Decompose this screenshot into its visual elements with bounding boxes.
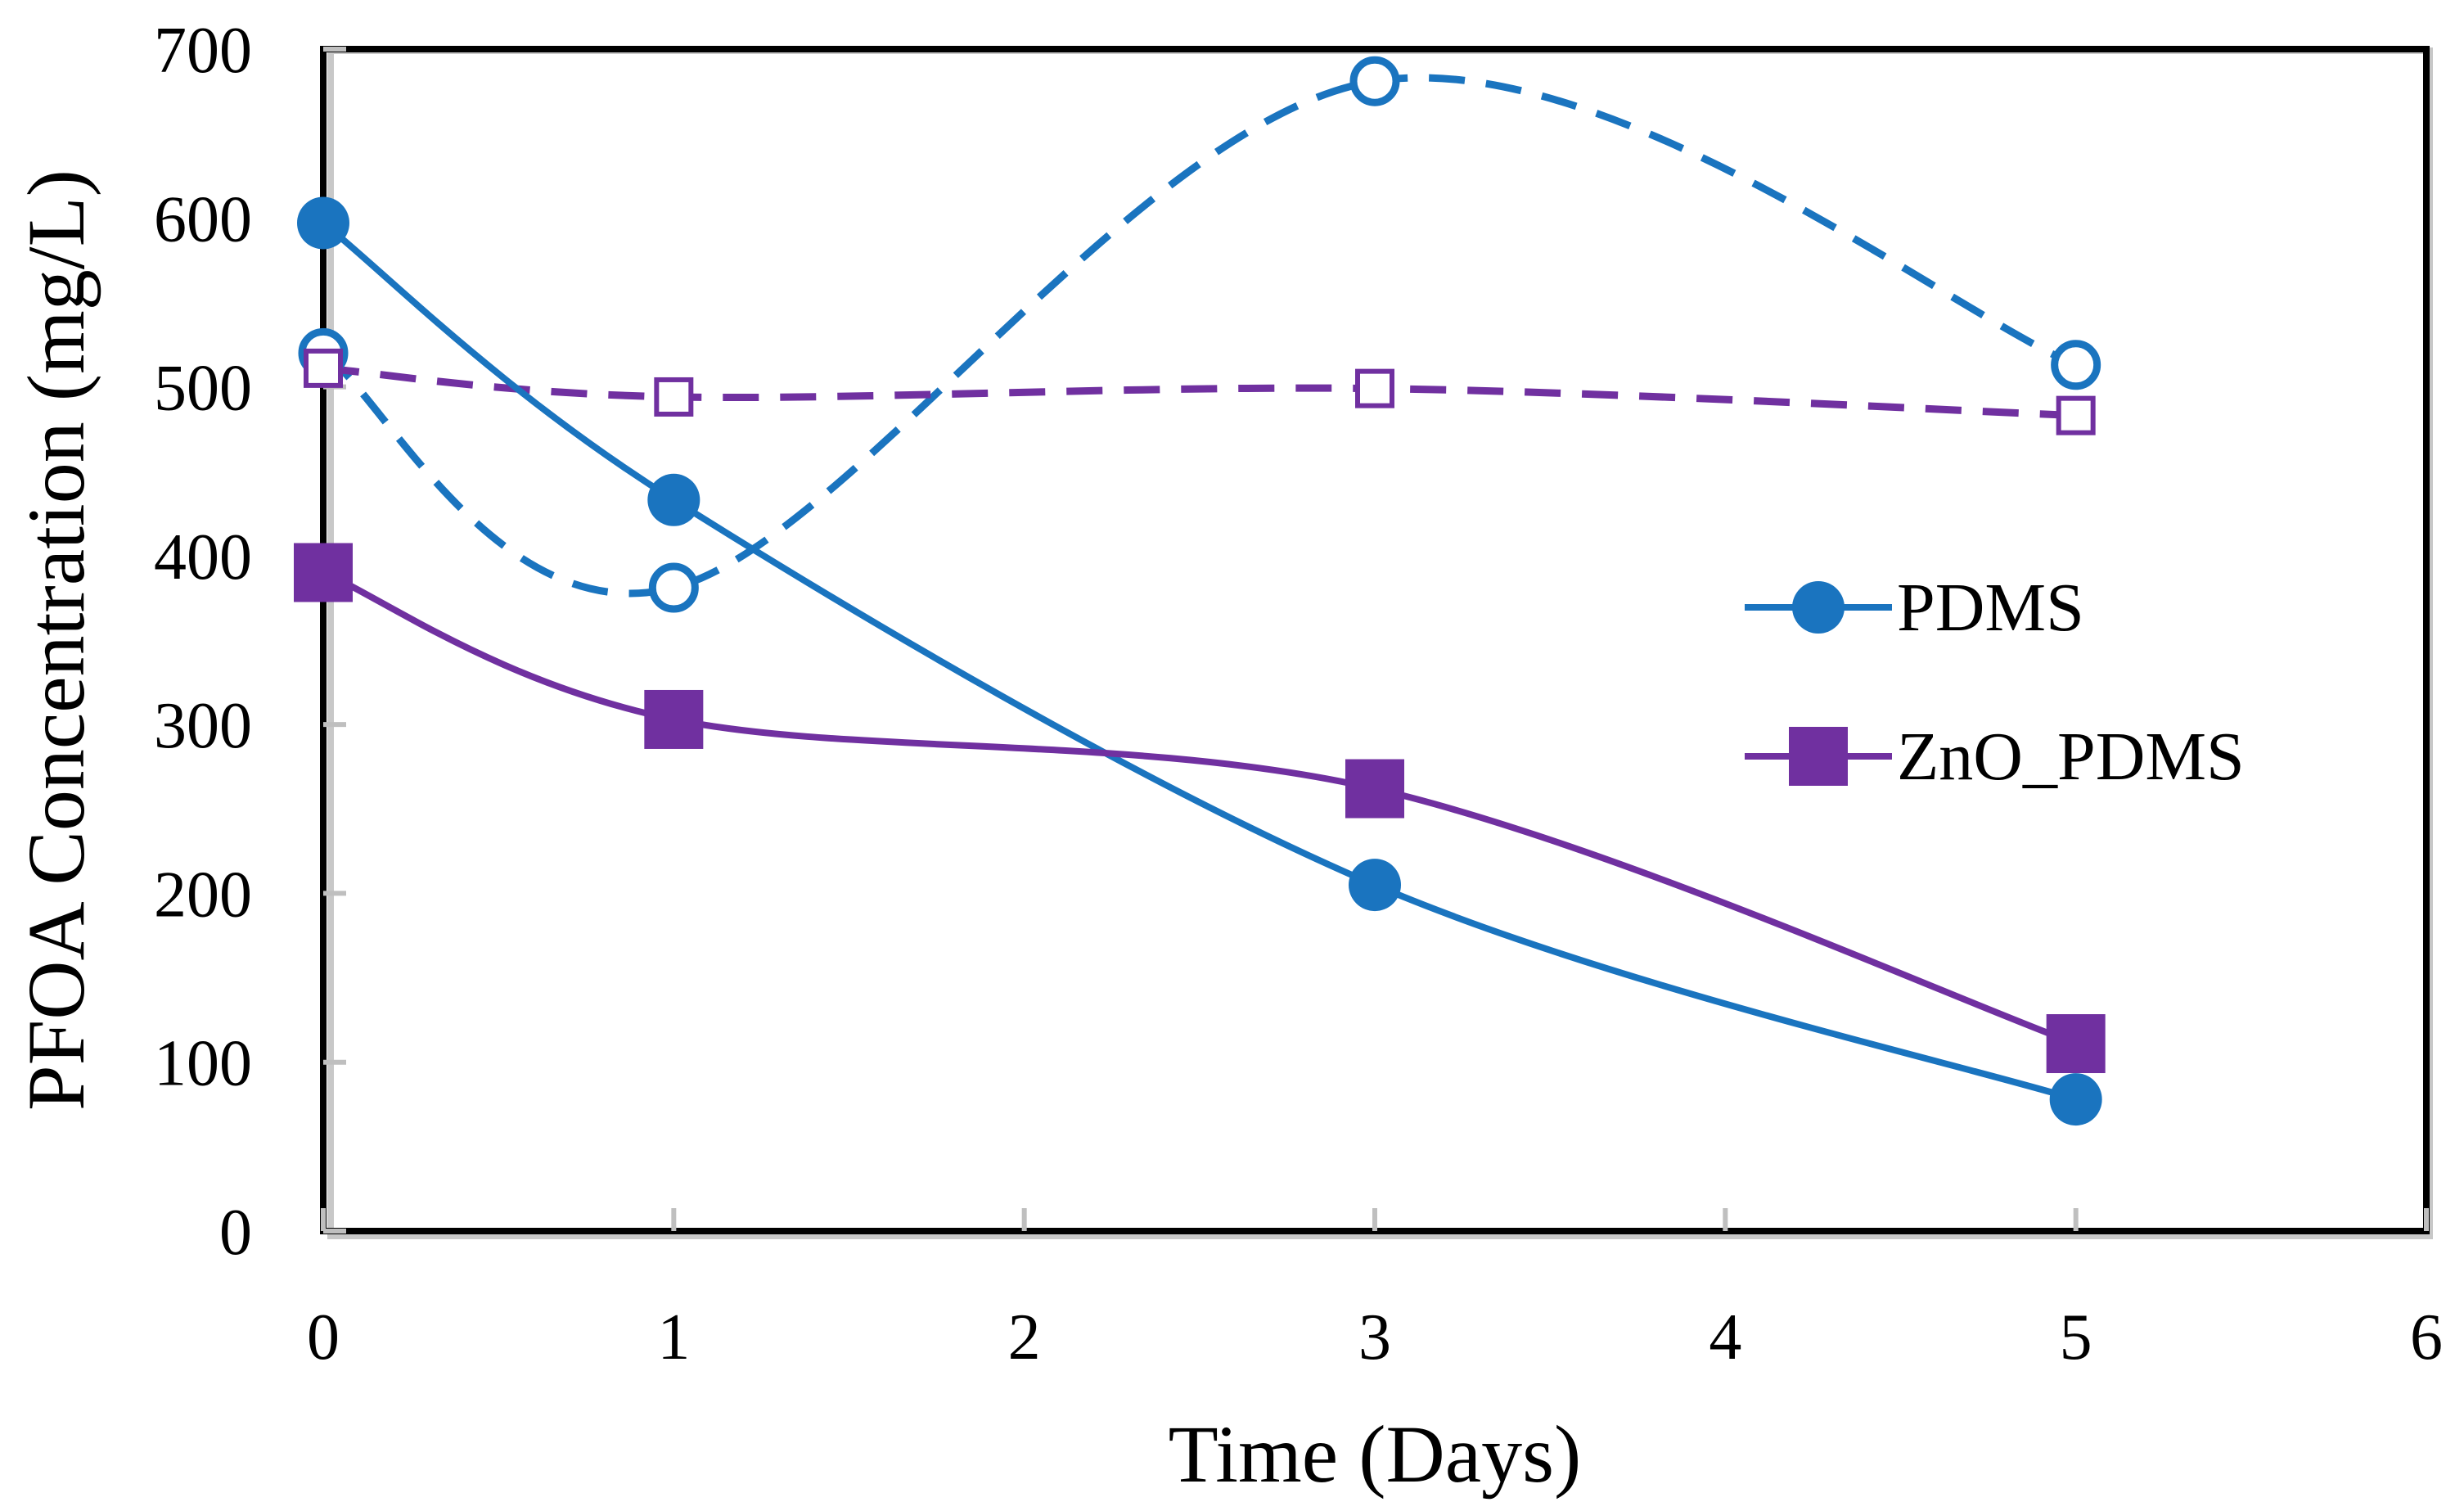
y-tick-label: 400 — [154, 521, 252, 593]
series-line-zno-pdms — [322, 569, 2078, 1047]
series-line-pdms — [321, 220, 2077, 1103]
data-point — [647, 473, 700, 526]
legend: PDMS ZnO_PDMS — [1745, 570, 2245, 795]
legend-marker — [1789, 727, 1848, 786]
y-tick-label: 300 — [154, 690, 252, 762]
data-point — [2056, 395, 2096, 435]
y-tick-label: 0 — [219, 1197, 252, 1269]
y-tick-label: 200 — [154, 859, 252, 931]
x-tick-label: 0 — [307, 1301, 340, 1373]
x-tick-label: 3 — [1358, 1301, 1391, 1373]
y-tick-labels: 0 100 200 300 400 500 600 700 — [154, 15, 252, 1269]
legend-marker — [1792, 581, 1845, 634]
data-point — [294, 543, 353, 602]
x-tick-label: 2 — [1008, 1301, 1041, 1373]
series-line-control-3 — [322, 364, 2076, 420]
legend-item: PDMS — [1745, 570, 2084, 646]
x-tick-labels: 0 1 2 3 4 5 6 — [307, 1301, 2443, 1373]
data-point — [297, 196, 349, 250]
x-tick-label: 5 — [2060, 1301, 2092, 1373]
data-point — [1349, 56, 1400, 106]
data-point — [1355, 368, 1394, 408]
x-tick-label: 1 — [657, 1301, 690, 1373]
series-line-control-2 — [321, 74, 2078, 598]
x-ticks — [321, 1208, 2429, 1231]
data-point — [2049, 1073, 2102, 1126]
x-axis-title: Time (Days) — [1169, 1409, 1582, 1500]
y-tick-label: 100 — [154, 1028, 252, 1100]
data-point — [1349, 859, 1401, 912]
data-point — [2046, 1014, 2106, 1074]
legend-label: ZnO_PDMS — [1897, 719, 2245, 795]
legend-item: ZnO_PDMS — [1745, 719, 2245, 795]
data-point — [2051, 340, 2101, 390]
series-lines — [321, 74, 2078, 1103]
y-tick-label: 600 — [154, 183, 252, 255]
data-point — [644, 689, 704, 749]
data-point — [304, 348, 343, 388]
data-point — [654, 377, 694, 417]
data-point — [648, 562, 699, 613]
x-tick-label: 6 — [2410, 1301, 2443, 1373]
y-tick-label: 500 — [154, 353, 252, 425]
y-tick-label: 700 — [154, 15, 252, 87]
data-point — [1345, 759, 1404, 819]
y-axis-title: PFOA Concentration (mg/L) — [11, 169, 101, 1111]
legend-label: PDMS — [1897, 570, 2084, 646]
series-markers — [294, 56, 2106, 1126]
x-tick-label: 4 — [1709, 1301, 1741, 1373]
